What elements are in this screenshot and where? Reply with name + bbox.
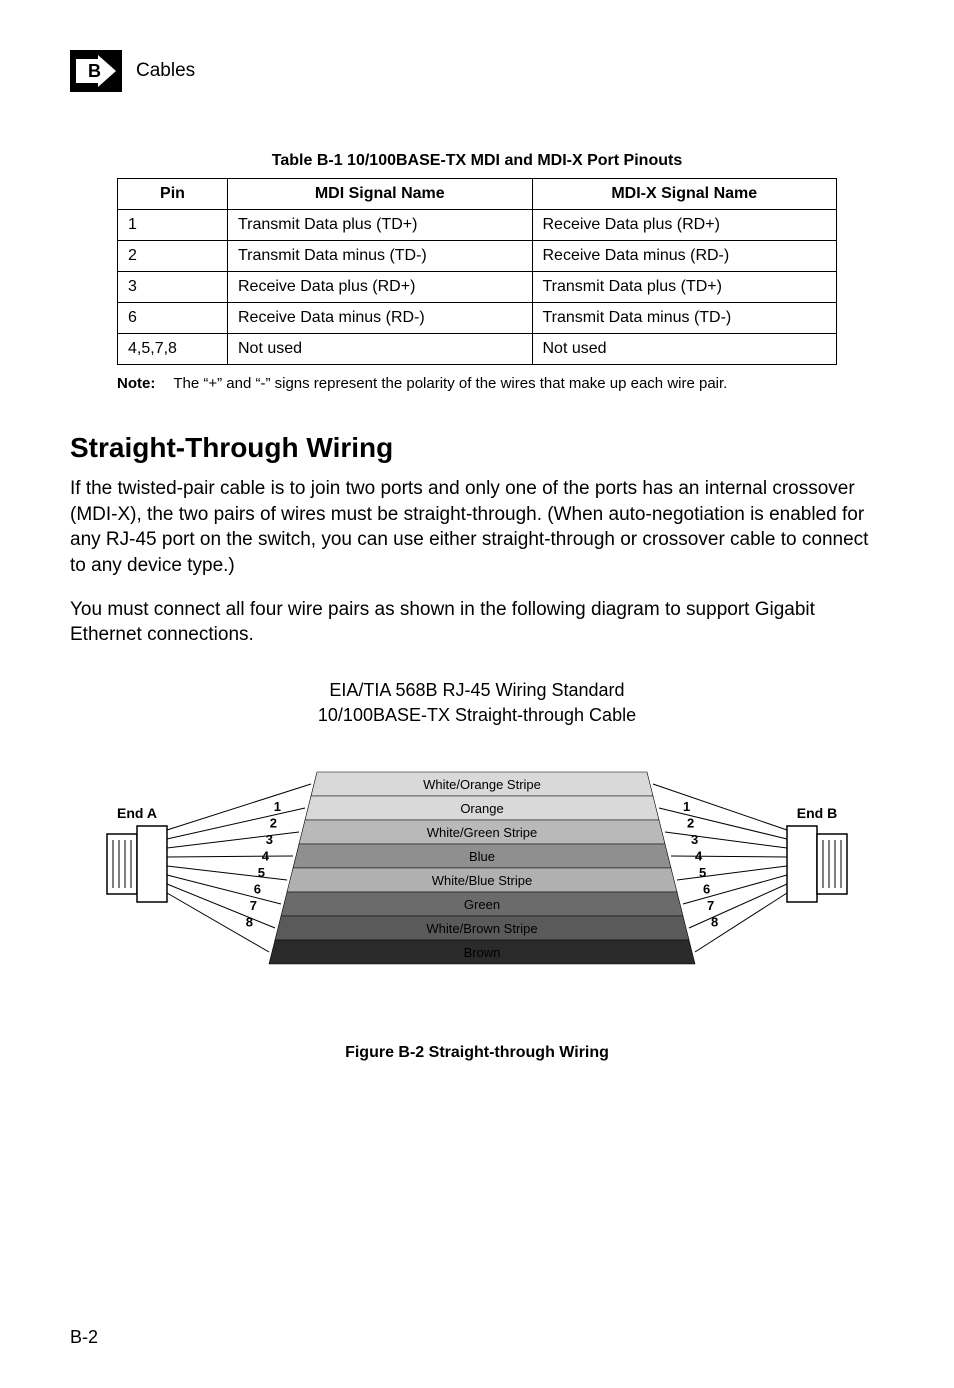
header-label: Cables	[136, 60, 195, 82]
cell: Transmit Data minus (TD-)	[532, 303, 837, 334]
pin-number-left: 2	[270, 816, 277, 831]
table-row: 4,5,7,8 Not used Not used	[118, 334, 837, 365]
wire-bands: White/Orange Stripe Orange White/Green Str…	[269, 772, 695, 964]
section-heading: Straight-Through Wiring	[70, 432, 884, 464]
pin-numbers-left: 1 23 45 67 8	[246, 799, 281, 930]
fan-line	[671, 856, 787, 857]
page-number: B-2	[70, 1327, 98, 1348]
wire-label: Brown	[464, 945, 501, 960]
wire-label: White/Orange Stripe	[423, 777, 541, 792]
pin-number-left: 3	[266, 832, 273, 847]
cell: Not used	[532, 334, 837, 365]
pin-number-right: 1	[683, 799, 690, 814]
pin-number-left: 6	[254, 882, 261, 897]
col-header-pin: Pin	[118, 179, 228, 210]
pin-number-left: 5	[258, 865, 265, 880]
fan-line	[167, 856, 293, 857]
wire-label: White/Green Stripe	[427, 825, 538, 840]
section-paragraph-2: You must connect all four wire pairs as …	[70, 597, 884, 648]
cell: Transmit Data plus (TD+)	[228, 210, 533, 241]
pin-number-left: 1	[274, 799, 281, 814]
table-row: 3 Receive Data plus (RD+) Transmit Data …	[118, 272, 837, 303]
pinout-table: Pin MDI Signal Name MDI-X Signal Name 1 …	[117, 178, 837, 365]
cell: 1	[118, 210, 228, 241]
end-a-label: End A	[117, 805, 157, 821]
table-row: 1 Transmit Data plus (TD+) Receive Data …	[118, 210, 837, 241]
table-row: 2 Transmit Data minus (TD-) Receive Data…	[118, 241, 837, 272]
pin-number-left: 8	[246, 915, 253, 930]
fan-line	[167, 866, 287, 880]
pin-number-left: 4	[262, 849, 270, 864]
fan-line	[677, 866, 787, 880]
diagram-title-line2: 10/100BASE-TX Straight-through Cable	[318, 705, 636, 725]
appendix-arrow-icon: B	[76, 55, 116, 87]
pin-number-left: 7	[250, 898, 257, 913]
table-caption: Table B-1 10/100BASE-TX MDI and MDI-X Po…	[70, 152, 884, 170]
cell: 2	[118, 241, 228, 272]
pin-number-right: 6	[703, 882, 710, 897]
pin-number-right: 2	[687, 816, 694, 831]
wire-label: White/Brown Stripe	[426, 921, 537, 936]
figure-caption: Figure B-2 Straight-through Wiring	[70, 1044, 884, 1062]
diagram-title-line1: EIA/TIA 568B RJ-45 Wiring Standard	[329, 680, 624, 700]
pin-number-right: 5	[699, 865, 706, 880]
cell: Receive Data plus (RD+)	[228, 272, 533, 303]
wire-label: White/Blue Stripe	[432, 873, 532, 888]
connector-end-b	[787, 826, 847, 902]
diagram-title: EIA/TIA 568B RJ-45 Wiring Standard 10/10…	[70, 678, 884, 728]
wire-label: Green	[464, 897, 500, 912]
wire-label: Blue	[469, 849, 495, 864]
appendix-letter: B	[88, 61, 101, 81]
table-row: 6 Receive Data minus (RD-) Transmit Data…	[118, 303, 837, 334]
section-paragraph-1: If the twisted-pair cable is to join two…	[70, 476, 884, 579]
page-header: B Cables	[70, 50, 884, 92]
table-note: Note: The “+” and “-” signs represent th…	[117, 375, 837, 392]
cell: Receive Data minus (RD-)	[228, 303, 533, 334]
cell: Transmit Data minus (TD-)	[228, 241, 533, 272]
cell: 6	[118, 303, 228, 334]
table-header-row: Pin MDI Signal Name MDI-X Signal Name	[118, 179, 837, 210]
note-text: The “+” and “-” signs represent the pola…	[173, 375, 727, 392]
cell: Receive Data plus (RD+)	[532, 210, 837, 241]
cell: Transmit Data plus (TD+)	[532, 272, 837, 303]
connector-end-a	[107, 826, 167, 902]
cell: 4,5,7,8	[118, 334, 228, 365]
cell: 3	[118, 272, 228, 303]
wiring-diagram: End A End B White/Orange StripeOrangeWhi…	[87, 748, 867, 1028]
col-header-mdix: MDI-X Signal Name	[532, 179, 837, 210]
note-label: Note:	[117, 375, 155, 392]
wire-label: Orange	[460, 801, 503, 816]
pin-number-right: 7	[707, 898, 714, 913]
pin-number-right: 4	[695, 849, 703, 864]
pin-number-right: 8	[711, 915, 718, 930]
end-b-label: End B	[797, 805, 837, 821]
cell: Receive Data minus (RD-)	[532, 241, 837, 272]
cell: Not used	[228, 334, 533, 365]
col-header-mdi: MDI Signal Name	[228, 179, 533, 210]
appendix-badge: B	[70, 50, 122, 92]
pin-number-right: 3	[691, 832, 698, 847]
